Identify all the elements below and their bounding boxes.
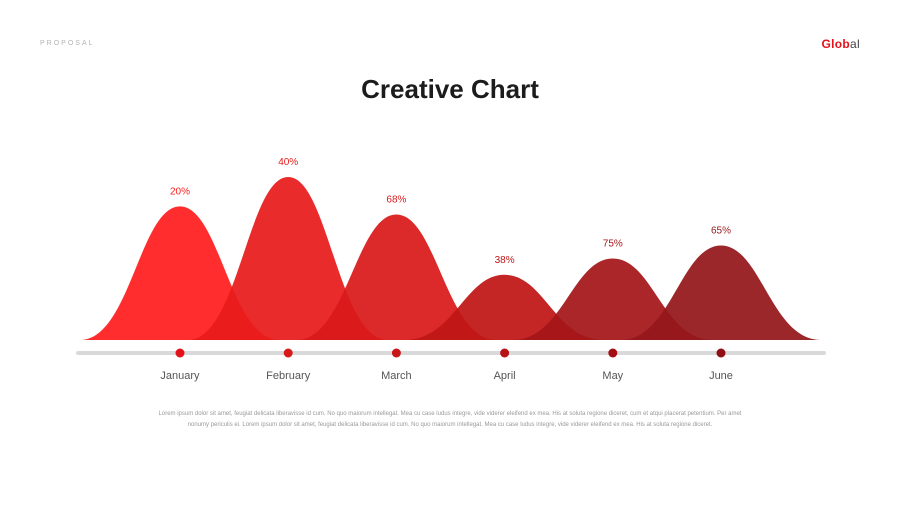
- month-label-april: April: [494, 370, 516, 382]
- timeline-dot-june: [716, 348, 726, 358]
- value-label-may: 75%: [603, 239, 623, 250]
- description-text: Lorem ipsum dolor sit amet, feugiat deli…: [158, 411, 742, 428]
- peak-march: [296, 214, 497, 340]
- timeline-dot-march: [391, 348, 401, 358]
- month-label-february: February: [266, 370, 311, 382]
- logo-text-primary: Glob: [821, 37, 851, 51]
- brand-logo: Global: [822, 37, 860, 51]
- timeline-dot-january: [175, 348, 185, 358]
- peak-june: [621, 245, 821, 340]
- logo-text-secondary: al: [850, 37, 860, 51]
- section-label: PROPOSAL: [40, 40, 95, 47]
- page-title: Creative Chart: [361, 74, 539, 104]
- timeline-dot-may: [608, 348, 618, 358]
- peak-february: [188, 177, 389, 340]
- value-label-march: 68%: [386, 194, 406, 205]
- value-label-january: 20%: [170, 186, 190, 197]
- value-label-february: 40%: [278, 157, 298, 168]
- month-label-january: January: [160, 370, 200, 382]
- value-label-april: 38%: [495, 255, 515, 266]
- month-label-march: March: [381, 370, 412, 382]
- value-label-june: 65%: [711, 225, 731, 236]
- month-label-may: May: [602, 370, 623, 382]
- timeline-dot-april: [500, 348, 510, 358]
- timeline-dot-february: [283, 348, 293, 358]
- month-label-june: June: [709, 370, 733, 382]
